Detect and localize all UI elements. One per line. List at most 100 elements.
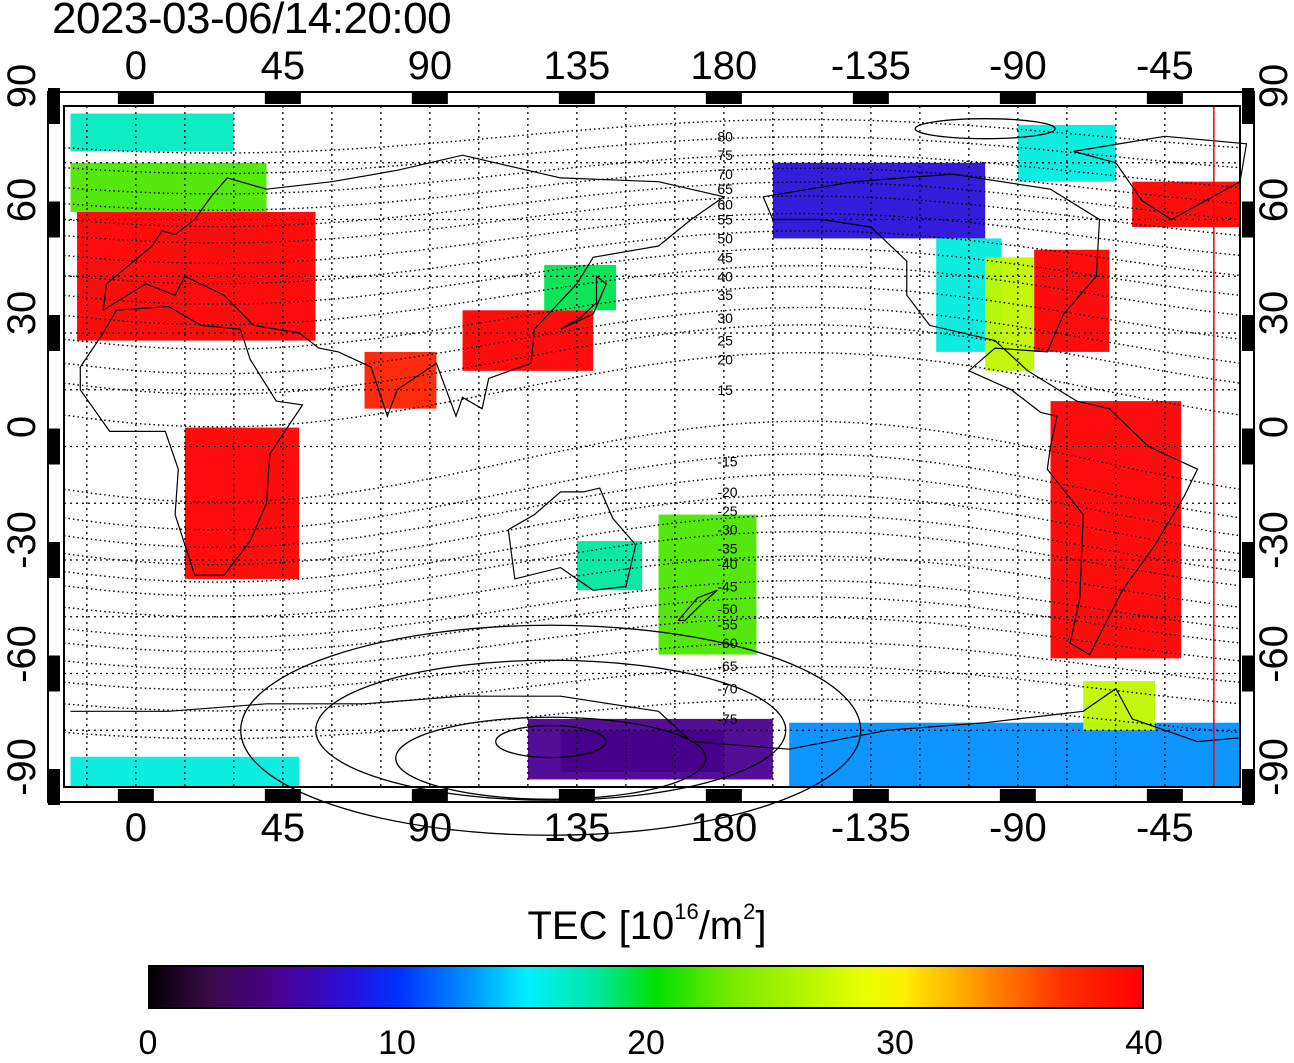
magnetic-lat-line bbox=[63, 136, 1241, 175]
magnetic-lat-label: -75 bbox=[717, 711, 737, 727]
magnetic-lat-label: 15 bbox=[717, 382, 733, 398]
top-lon-label: -45 bbox=[1135, 44, 1194, 88]
top-tick-bar bbox=[558, 92, 595, 104]
left-tick-bar bbox=[48, 542, 60, 578]
bottom-tick-bar bbox=[852, 789, 889, 801]
tec-regions bbox=[70, 113, 1240, 787]
coastline bbox=[507, 487, 637, 591]
left-lat-label: -60 bbox=[0, 624, 44, 683]
magnetic-lat-label: -25 bbox=[717, 503, 737, 519]
magnetic-lat-label: 40 bbox=[717, 268, 733, 284]
coastline bbox=[102, 154, 726, 419]
colorbar-tick-label: 40 bbox=[1125, 1024, 1163, 1062]
left-tick-bar bbox=[48, 201, 60, 238]
magnetic-lat-line bbox=[63, 153, 1241, 195]
magnetic-lat-label: 25 bbox=[717, 333, 733, 349]
coastline bbox=[79, 305, 304, 576]
magnetic-pole-contour-inner bbox=[495, 724, 607, 759]
colorbar bbox=[148, 965, 1144, 1009]
bottom-tick-bar bbox=[999, 789, 1036, 801]
coastline bbox=[1073, 135, 1248, 221]
magnetic-lat-line bbox=[63, 641, 1241, 691]
top-tick-bar bbox=[264, 92, 301, 104]
bottom-lon-label: -90 bbox=[988, 806, 1047, 850]
magnetic-lat-line bbox=[63, 530, 1241, 597]
magnetic-lat-label: 70 bbox=[717, 166, 733, 182]
bottom-lon-label: -45 bbox=[1135, 806, 1194, 850]
top-tick-bar bbox=[1146, 92, 1183, 104]
tec-region-nz-pacific bbox=[658, 514, 757, 655]
magnetic-lat-line bbox=[63, 212, 1241, 265]
left-tick-bar bbox=[48, 655, 60, 692]
coastline bbox=[560, 275, 608, 330]
coastline bbox=[677, 589, 718, 622]
right-tick-bar bbox=[1242, 315, 1254, 351]
magnetic-lat-label: -55 bbox=[717, 616, 737, 632]
magnetic-lat-label: 50 bbox=[717, 230, 733, 246]
top-tick-bar bbox=[411, 92, 448, 104]
magnetic-lat-label: -65 bbox=[717, 658, 737, 674]
right-lat-label: 90 bbox=[1252, 63, 1294, 109]
top-tick-bar bbox=[852, 92, 889, 104]
left-lat-label: 90 bbox=[0, 63, 44, 109]
magnetic-pole-contour bbox=[395, 716, 707, 800]
magnetic-lat-label: -30 bbox=[717, 522, 737, 538]
top-tick-bar bbox=[705, 92, 742, 104]
right-lat-label: 0 bbox=[1252, 415, 1294, 438]
bottom-lon-label: 135 bbox=[543, 806, 611, 850]
magnetic-lat-lines bbox=[63, 118, 1241, 836]
left-tick-bar bbox=[48, 315, 60, 351]
tec-region-australia bbox=[576, 541, 643, 591]
colorbar-exponent-1: 16 bbox=[674, 898, 699, 924]
magnetic-lat-line bbox=[63, 665, 1241, 712]
magnetic-lat-line bbox=[63, 181, 1241, 228]
left-lat-label: -90 bbox=[0, 738, 44, 796]
bottom-lon-label: 180 bbox=[690, 806, 758, 850]
magnetic-lat-label: 60 bbox=[717, 196, 733, 212]
left-tick-bar bbox=[48, 769, 60, 805]
right-tick-bar bbox=[1242, 769, 1254, 805]
coastline bbox=[70, 687, 1241, 750]
magnetic-lat-label: 35 bbox=[717, 287, 733, 303]
magnetic-lat-label: 65 bbox=[717, 181, 733, 197]
magnetic-lat-line bbox=[63, 167, 1241, 212]
tec-region-canada bbox=[772, 162, 986, 239]
magnetic-lat-line bbox=[63, 118, 1241, 154]
bottom-lon-label: 0 bbox=[124, 806, 147, 850]
left-lat-label: 60 bbox=[0, 177, 44, 222]
magnetic-lat-label: -60 bbox=[717, 635, 737, 651]
magnetic-lat-label: -15 bbox=[717, 454, 737, 470]
left-lat-label: -30 bbox=[0, 511, 44, 569]
bottom-tick-bar bbox=[1146, 789, 1183, 801]
left-lat-label: 30 bbox=[0, 290, 44, 336]
top-lon-label: 0 bbox=[124, 44, 147, 88]
magnetic-lat-line bbox=[63, 306, 1241, 375]
bottom-lon-label: -135 bbox=[830, 806, 911, 850]
top-tick-bar bbox=[117, 92, 154, 104]
top-lon-label: -90 bbox=[988, 44, 1047, 88]
magnetic-lat-label: -35 bbox=[717, 541, 737, 557]
left-tick-bar bbox=[48, 428, 60, 465]
magnetic-lat-label: 55 bbox=[717, 212, 733, 228]
tec-region-e-usa bbox=[1034, 249, 1110, 352]
colorbar-title: TEC [1016/m2] bbox=[0, 899, 1294, 949]
magnetic-lat-label: 75 bbox=[717, 147, 733, 163]
top-lon-label: 135 bbox=[543, 44, 611, 88]
magnetic-lat-label: 80 bbox=[717, 128, 733, 144]
tec-region-s-america bbox=[1050, 401, 1182, 659]
map-border bbox=[63, 105, 1241, 788]
magnetic-lat-label: 30 bbox=[717, 310, 733, 326]
coastline bbox=[762, 173, 1199, 656]
bottom-lon-label: 90 bbox=[407, 806, 453, 850]
right-tick-bar bbox=[1242, 88, 1254, 124]
timestamp-title: 2023-03-06/14:20:00 bbox=[52, 0, 452, 43]
magnetic-lat-label: 45 bbox=[717, 249, 733, 265]
magnetic-lat-line bbox=[63, 453, 1241, 531]
bottom-tick-bar bbox=[558, 789, 595, 801]
magnetic-lat-line bbox=[63, 285, 1241, 350]
right-tick-bar bbox=[1242, 201, 1254, 238]
left-tick-bar bbox=[48, 88, 60, 124]
magnetic-lat-label: -50 bbox=[717, 601, 737, 617]
magnetic-lat-line bbox=[63, 698, 1241, 740]
